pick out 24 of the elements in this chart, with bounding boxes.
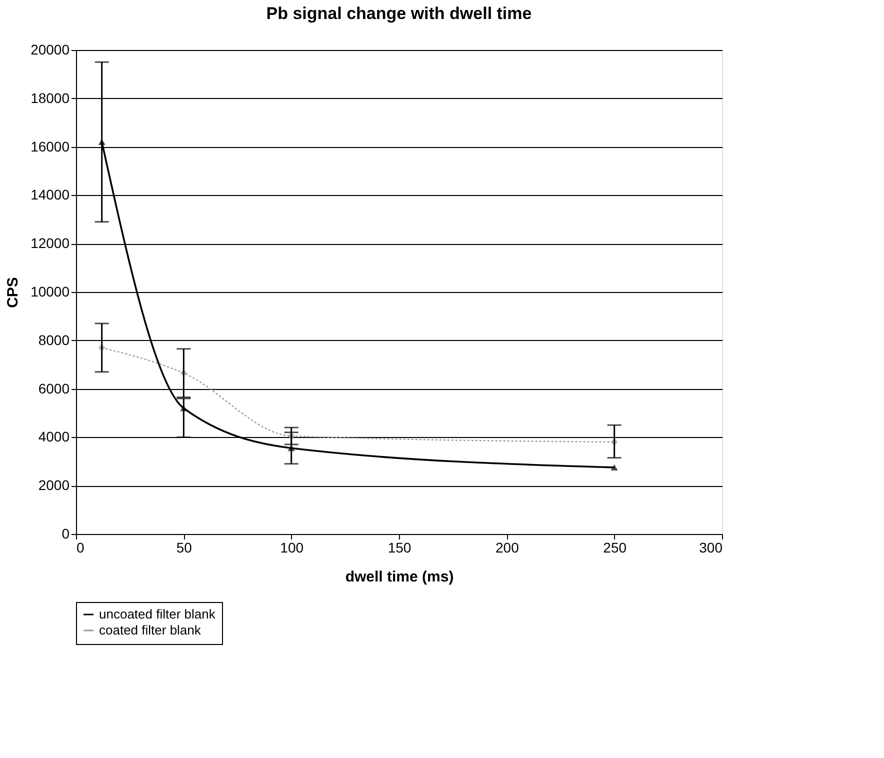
y-tick-label: 4000 bbox=[38, 428, 70, 445]
x-tick-label: 0 bbox=[76, 540, 84, 556]
y-tick-label: 0 bbox=[62, 526, 70, 542]
x-axis-title: dwell time (ms) bbox=[345, 568, 454, 586]
y-tick-label: 2000 bbox=[38, 477, 70, 494]
x-tick-label: 100 bbox=[280, 540, 304, 556]
chart-title: Pb signal change with dwell time bbox=[266, 4, 532, 23]
y-tick-label: 18000 bbox=[30, 90, 70, 106]
legend-label: coated filter blank bbox=[99, 622, 202, 638]
y-tick-label: 10000 bbox=[30, 284, 70, 300]
y-tick-label: 16000 bbox=[30, 138, 70, 154]
y-tick-label: 12000 bbox=[30, 235, 70, 252]
y-tick-label: 6000 bbox=[38, 380, 70, 396]
x-tick-label: 300 bbox=[699, 540, 723, 556]
x-tick-label: 50 bbox=[176, 540, 192, 556]
y-tick-label: 14000 bbox=[30, 186, 70, 203]
x-tick-label: 150 bbox=[388, 540, 412, 556]
legend-label: uncoated filter blank bbox=[99, 606, 216, 622]
y-tick-label: 20000 bbox=[30, 42, 70, 58]
y-axis-title: CPS bbox=[4, 277, 22, 308]
x-tick-label: 200 bbox=[495, 540, 520, 556]
x-tick-label: 250 bbox=[603, 540, 627, 556]
y-tick-label: 8000 bbox=[38, 332, 70, 348]
point bbox=[610, 464, 618, 471]
